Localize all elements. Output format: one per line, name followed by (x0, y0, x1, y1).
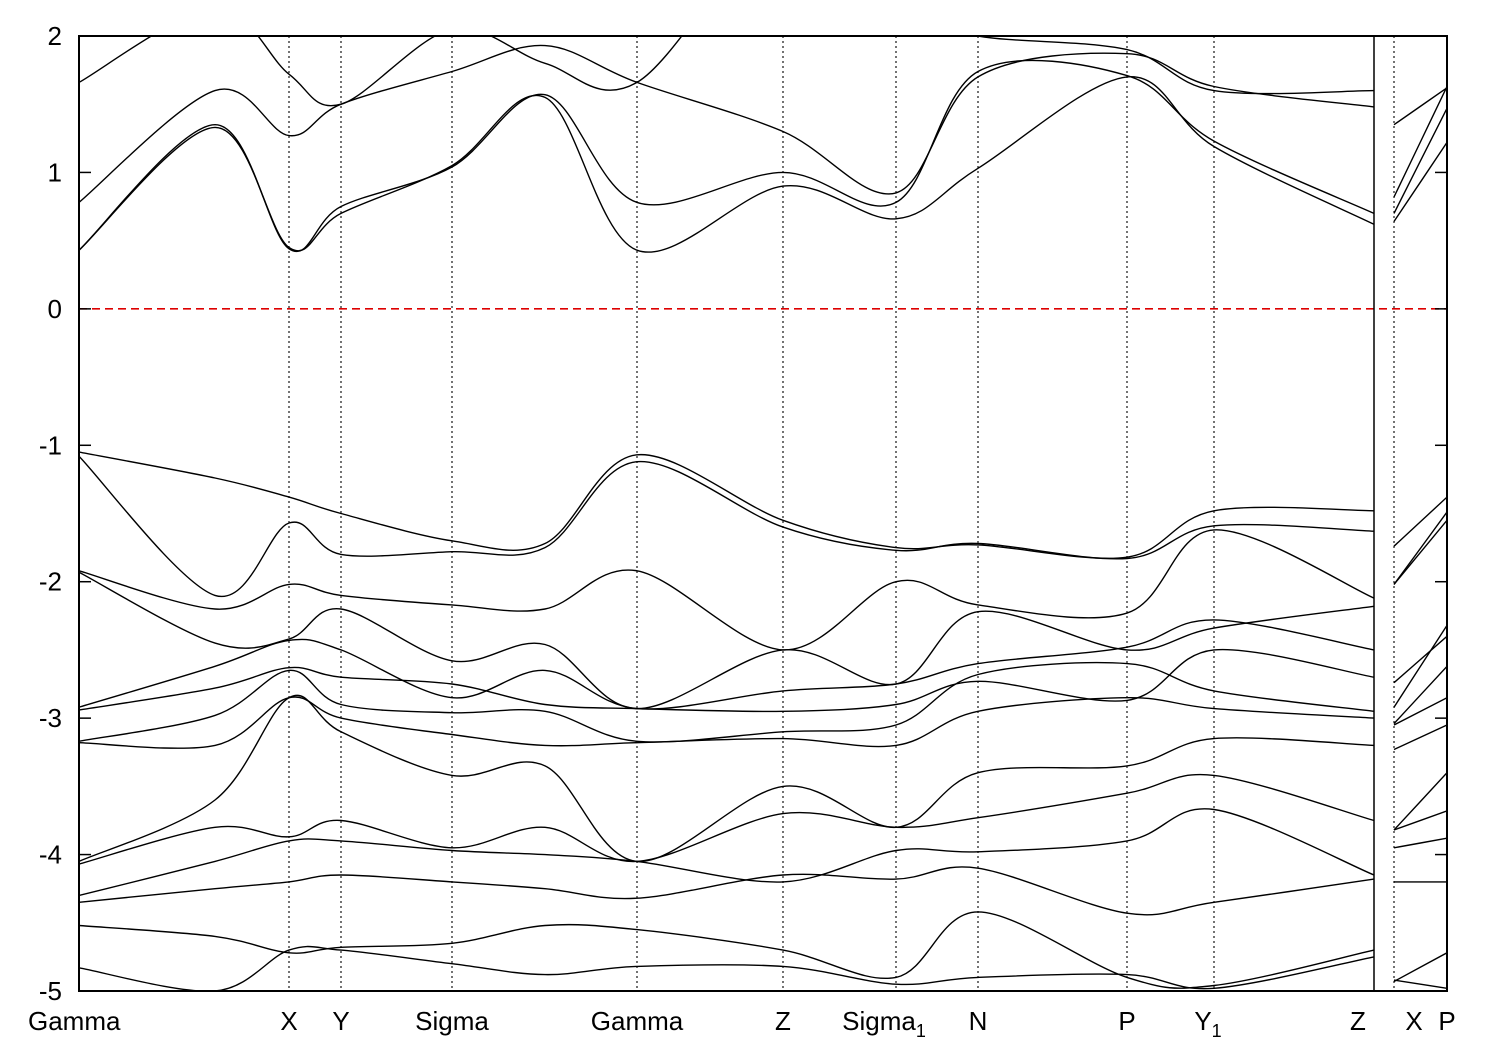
kpoint-label-x1: X (280, 1006, 297, 1036)
band-15-main (79, 808, 1375, 897)
kpoint-label-y1: Y1 (1194, 1006, 1221, 1041)
band-12-xp (1393, 724, 1447, 751)
band-9-main (79, 619, 1375, 710)
kpoint-label-x2: X (1405, 1006, 1422, 1036)
band-18-main (79, 945, 1375, 991)
kpoint-label-y: Y (332, 1006, 349, 1036)
kpoint-label-p2: P (1438, 1006, 1455, 1036)
band-4-main (79, 76, 1375, 253)
kpoint-label-n: N (969, 1006, 988, 1036)
band-1-xp (1393, 87, 1447, 126)
band-6-main (79, 455, 1375, 598)
band-9-xp (1393, 625, 1447, 708)
plot-border (78, 35, 1448, 992)
band-15-xp (1393, 837, 1447, 849)
kpoint-label-z2: Z (1350, 1006, 1366, 1036)
y-tick-label: -3 (39, 703, 62, 733)
band-6-xp (1393, 511, 1447, 585)
band-14-main (79, 773, 1375, 865)
band-14-xp (1393, 810, 1447, 831)
plot-frame (78, 35, 1448, 992)
band-3-xp (1393, 107, 1447, 214)
band-5-xp (1393, 496, 1447, 547)
band-4-xp (1393, 142, 1447, 222)
y-tick-label: -2 (39, 567, 62, 597)
band-7-xp (1393, 519, 1447, 585)
y-tick-label: -5 (39, 976, 62, 1006)
y-tick-label: 0 (48, 294, 62, 324)
high-symmetry-lines (288, 36, 1395, 991)
x-axis: Gamma X Y Sigma Gamma Z Sigma1 N P Y1 Z X P (28, 1006, 1456, 1041)
y-tick-label: 2 (48, 21, 62, 51)
band-7-main (79, 529, 1375, 651)
kpoint-label-p1: P (1118, 1006, 1135, 1036)
band-2-xp (1393, 86, 1447, 198)
band-10-main (79, 648, 1375, 713)
band-8-main (79, 571, 1375, 710)
band-13-xp (1393, 772, 1447, 831)
band-5-main (79, 451, 1375, 560)
band-12-main (79, 696, 1375, 749)
band-8-xp (1393, 635, 1447, 684)
band-10-xp (1393, 665, 1447, 725)
y-tick-label: 1 (48, 157, 62, 187)
band-18-xp (1393, 979, 1447, 989)
band-13-main (79, 694, 1375, 863)
kpoint-label-gamma2: Gamma (591, 1006, 684, 1036)
band-11-main (79, 661, 1375, 743)
band-16-main (79, 866, 1375, 916)
band-17-main (79, 911, 1375, 989)
kpoint-label-z1: Z (775, 1006, 791, 1036)
bands-layer (79, 36, 1447, 991)
kpoint-label-gamma1: Gamma (28, 1006, 121, 1036)
kpoint-label-sigma1: Sigma1 (842, 1006, 926, 1041)
y-axis: 2 1 0 -1 -2 -3 -4 -5 (39, 21, 1447, 1006)
y-tick-label: -1 (39, 430, 62, 460)
band-1-main (79, 36, 1375, 107)
y-tick-label: -4 (39, 840, 62, 870)
band-2-main (79, 44, 1375, 203)
band-11-xp (1393, 697, 1447, 726)
band-17-xp (1393, 952, 1447, 983)
kpoint-label-sigma: Sigma (415, 1006, 489, 1036)
